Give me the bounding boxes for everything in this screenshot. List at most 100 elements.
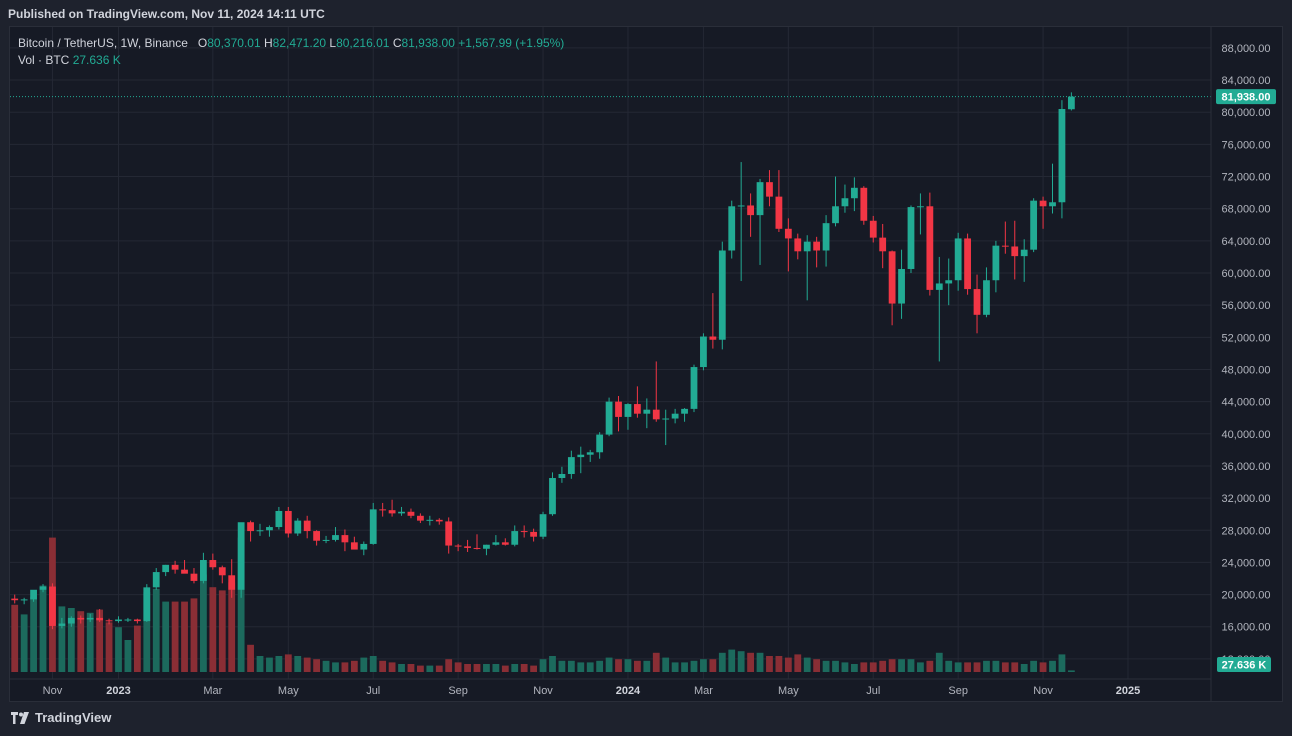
volume-bar xyxy=(756,652,764,672)
volume-bar xyxy=(567,660,575,672)
volume-bar xyxy=(520,664,528,672)
price-tick-label: 28,000.00 xyxy=(1222,525,1271,537)
volume-bar xyxy=(822,660,830,672)
candle-body xyxy=(992,245,1000,281)
volume-bar xyxy=(360,657,368,672)
price-chart[interactable]: 12,000.0016,000.0020,000.0024,000.0028,0… xyxy=(10,27,1282,701)
time-axis: Nov 2023 Mar May Jul Sep Nov 2024 Mar May Jul Sep No… xyxy=(43,685,1141,697)
volume-bar xyxy=(558,660,566,672)
candle-body xyxy=(945,280,953,284)
time-tick-label: 2023 xyxy=(106,685,130,697)
volume-bar xyxy=(369,656,377,672)
volume-bar xyxy=(152,588,160,672)
candle-body xyxy=(350,542,358,550)
volume-bar xyxy=(549,656,556,672)
candle-body xyxy=(218,567,226,576)
footer-brand-label: TradingView xyxy=(35,710,112,725)
candle-body xyxy=(794,238,802,252)
legend-volume-value: 27.636 K xyxy=(72,53,121,67)
candle-body xyxy=(20,599,28,601)
volume-bars xyxy=(11,537,1075,672)
chart-frame: 12,000.0016,000.0020,000.0024,000.0028,0… xyxy=(9,26,1283,702)
candle-body xyxy=(652,409,660,420)
legend-low-value: 80,216.01 xyxy=(336,36,390,50)
candle-body xyxy=(209,560,217,568)
volume-bar xyxy=(652,652,660,672)
candle-body xyxy=(11,598,19,601)
time-tick-label: Jul xyxy=(366,685,380,697)
candle-body xyxy=(775,196,783,229)
volume-bar xyxy=(266,657,273,672)
volume-bar xyxy=(58,606,66,672)
volume-bar xyxy=(709,659,717,672)
volume-bar xyxy=(973,662,981,672)
published-caption: Published on TradingView.com, Nov 11, 20… xyxy=(8,7,325,21)
candle-body xyxy=(813,241,821,251)
last-price-badge-bg xyxy=(1216,89,1276,105)
candle-body xyxy=(520,531,528,533)
candle-body xyxy=(152,572,160,588)
price-tick-label: 24,000.00 xyxy=(1222,557,1271,569)
candle-body xyxy=(803,241,811,252)
price-axis: 12,000.0016,000.0020,000.0024,000.0028,0… xyxy=(1222,43,1271,666)
candle-body xyxy=(49,586,56,626)
volume-bar xyxy=(747,652,754,672)
volume-bar xyxy=(86,612,94,672)
volume-bar xyxy=(237,537,245,672)
candle-body xyxy=(256,530,264,532)
volume-bar xyxy=(454,662,462,672)
candle-body xyxy=(964,238,971,290)
volume-bar xyxy=(209,587,217,672)
volume-bar xyxy=(860,662,868,672)
candle-body xyxy=(58,623,66,626)
candle-body xyxy=(388,510,396,514)
volume-bar xyxy=(435,665,443,672)
volume-badge: 27.636 K xyxy=(1217,657,1271,672)
candle-body xyxy=(237,522,245,590)
price-tick-label: 44,000.00 xyxy=(1222,397,1271,409)
legend-symbol: Bitcoin / TetherUS, 1W, Binance xyxy=(18,36,188,50)
volume-bar xyxy=(228,582,236,672)
volume-bar xyxy=(332,662,339,672)
candle-body xyxy=(1001,245,1009,247)
volume-last-label: 27.636 K xyxy=(1222,660,1267,672)
volume-bar xyxy=(926,660,934,672)
candle-body xyxy=(407,511,415,516)
volume-bar xyxy=(105,622,113,672)
volume-bar xyxy=(341,662,349,672)
candle-body xyxy=(454,545,462,547)
volume-bar xyxy=(501,665,509,672)
volume-bar xyxy=(586,662,594,672)
legend-open-label: O xyxy=(197,36,208,50)
volume-bar xyxy=(766,656,773,672)
volume-bar xyxy=(275,656,283,672)
candle-body xyxy=(728,206,736,251)
candle-body xyxy=(294,520,302,534)
candle-body xyxy=(190,573,198,581)
candle-body xyxy=(1020,249,1028,257)
candle-body xyxy=(1011,246,1019,257)
volume-bar xyxy=(247,644,254,672)
volume-bar xyxy=(115,627,122,672)
candle-body xyxy=(832,206,839,224)
candle-body xyxy=(888,251,896,304)
candle-body xyxy=(200,560,207,581)
volume-bar xyxy=(294,656,302,672)
candle-body xyxy=(549,478,556,515)
candle-body xyxy=(417,515,424,521)
volume-bar xyxy=(841,662,849,672)
volume-bar xyxy=(775,656,783,672)
candle-body xyxy=(313,531,321,541)
footer-brand: TradingView xyxy=(10,710,111,725)
candle-body xyxy=(586,452,594,455)
candle-body xyxy=(624,404,632,417)
time-tick-label: 2025 xyxy=(1116,685,1140,697)
candle-body xyxy=(39,586,47,590)
candle-body xyxy=(822,223,830,251)
candle-body xyxy=(124,619,132,621)
time-tick-label: 2024 xyxy=(616,685,641,697)
candle-body xyxy=(96,617,104,621)
candle-body xyxy=(181,569,188,574)
candle-body xyxy=(539,514,547,537)
candle-body xyxy=(30,589,37,600)
